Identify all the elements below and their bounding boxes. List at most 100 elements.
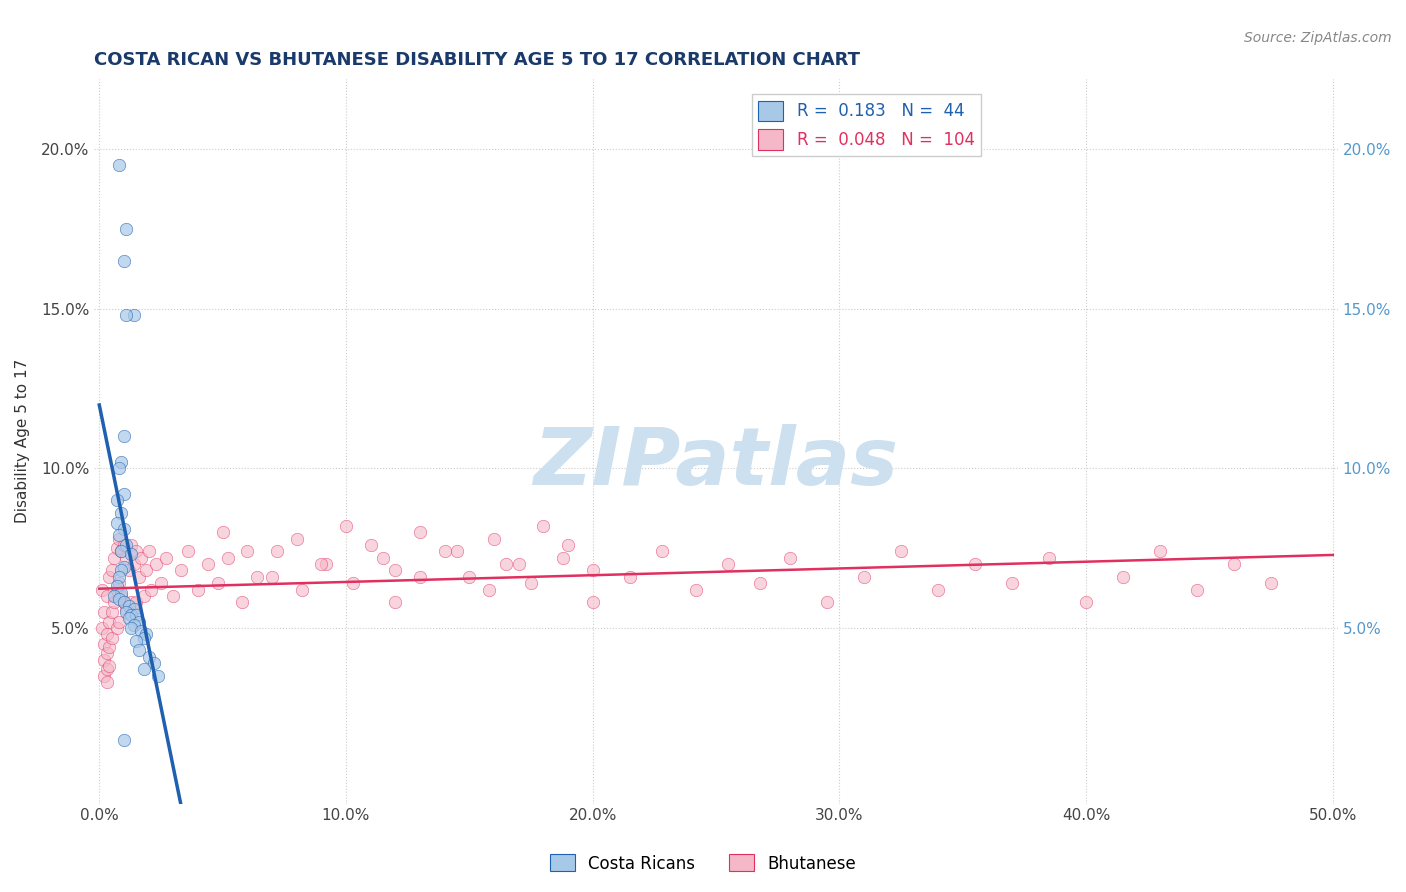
Point [132,663,155,677]
Point [120,548,142,562]
Point [108,532,131,546]
Point [187,582,209,597]
Point [266,544,288,558]
Point [125,608,148,623]
Point [685,582,707,597]
Point [619,570,641,584]
Point [110,544,132,558]
Point [1112,570,1135,584]
Point [557,538,579,552]
Point [110,544,132,558]
Point [120,595,142,609]
Point [112,429,135,443]
Point [115,308,138,322]
Point [98,640,121,654]
Point [482,532,505,546]
Point [105,582,128,597]
Point [342,576,364,591]
Point [478,582,501,597]
Point [108,528,131,542]
Point [98,659,121,673]
Point [142,656,165,670]
Point [112,487,135,501]
Point [582,595,605,609]
Point [108,158,131,172]
Point [93,669,115,683]
Point [311,557,333,571]
Point [1074,595,1097,609]
Point [815,595,838,609]
Point [129,550,152,565]
Point [108,461,131,475]
Text: ZIPatlas: ZIPatlas [533,424,898,502]
Point [132,631,155,645]
Legend: Costa Ricans, Bhutanese: Costa Ricans, Bhutanese [544,847,862,880]
Point [105,493,128,508]
Point [853,570,876,584]
Point [108,570,131,584]
Point [112,732,135,747]
Point [110,589,132,603]
Point [100,564,122,578]
Point [231,595,253,609]
Point [148,669,170,683]
Point [1223,557,1246,571]
Point [118,599,141,613]
Point [115,550,138,565]
Point [105,516,128,530]
Point [132,589,155,603]
Point [100,631,122,645]
Point [115,601,138,615]
Point [1038,550,1060,565]
Point [105,541,128,555]
Point [96,589,118,603]
Point [112,538,135,552]
Point [103,595,125,609]
Point [446,544,468,558]
Point [207,576,229,591]
Point [112,595,135,609]
Point [335,518,357,533]
Text: COSTA RICAN VS BHUTANESE DISABILITY AGE 5 TO 17 CORRELATION CHART: COSTA RICAN VS BHUTANESE DISABILITY AGE … [94,51,860,69]
Point [128,570,150,584]
Point [360,538,382,552]
Point [433,544,456,558]
Point [551,550,574,565]
Point [1001,576,1024,591]
Point [409,525,432,540]
Point [105,621,128,635]
Point [651,544,673,558]
Point [520,576,543,591]
Point [93,637,115,651]
Point [120,608,142,623]
Point [582,564,605,578]
Point [285,532,308,546]
Point [508,557,530,571]
Point [122,617,145,632]
Point [749,576,772,591]
Point [384,595,406,609]
Point [177,544,200,558]
Point [246,570,269,584]
Point [98,570,121,584]
Point [717,557,740,571]
Point [108,592,131,607]
Point [100,605,122,619]
Point [779,550,801,565]
Point [93,653,115,667]
Point [98,615,121,629]
Point [1260,576,1282,591]
Point [371,550,394,565]
Point [115,605,138,619]
Point [96,663,118,677]
Point [105,579,128,593]
Point [110,455,132,469]
Point [96,675,118,690]
Point [125,544,148,558]
Point [139,582,162,597]
Point [122,557,145,571]
Point [115,221,138,235]
Point [128,615,150,629]
Point [315,557,337,571]
Point [145,557,167,571]
